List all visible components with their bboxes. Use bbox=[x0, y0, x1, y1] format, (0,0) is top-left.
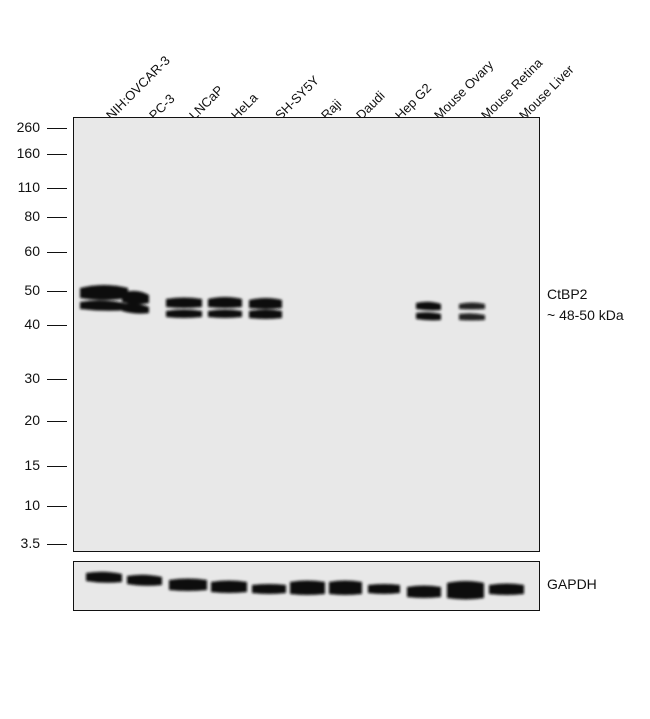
band-hela bbox=[208, 297, 242, 318]
target-size-label: ~ 48-50 kDa bbox=[547, 307, 624, 323]
loading-control-label: GAPDH bbox=[547, 576, 597, 592]
mw-tick-110 bbox=[47, 188, 67, 190]
gapdh-band-6 bbox=[290, 580, 325, 595]
band-sh-sy5y bbox=[249, 298, 282, 319]
ctbp2-blot-image bbox=[80, 285, 485, 321]
mw-label-260: 260 bbox=[16, 119, 40, 135]
mw-label-110: 110 bbox=[17, 179, 40, 195]
gapdh-band-8 bbox=[368, 584, 400, 594]
gapdh-band-7 bbox=[329, 580, 362, 595]
mw-tick-20 bbox=[47, 421, 67, 423]
mw-label-160: 160 bbox=[16, 145, 40, 161]
mw-tick-260 bbox=[47, 128, 67, 130]
gapdh-band-10 bbox=[447, 581, 484, 600]
mw-label-40: 40 bbox=[24, 316, 40, 332]
mw-label-30: 30 bbox=[24, 370, 40, 386]
mw-tick-80 bbox=[47, 217, 67, 219]
mw-tick-10 bbox=[47, 506, 67, 508]
gapdh-band-9 bbox=[407, 585, 441, 598]
mw-label-20: 20 bbox=[24, 412, 40, 428]
ctbp2-blot-panel bbox=[73, 117, 540, 552]
gapdh-band-11 bbox=[489, 583, 524, 595]
target-protein-label: CtBP2 bbox=[547, 286, 588, 302]
band-nih-ovcar-3 bbox=[80, 285, 128, 311]
mw-label-60: 60 bbox=[24, 243, 40, 259]
gapdh-band-4 bbox=[211, 580, 247, 593]
mw-label-3-5: 3.5 bbox=[20, 535, 40, 551]
mw-tick-60 bbox=[47, 252, 67, 254]
band-pc-3 bbox=[122, 290, 149, 314]
mw-tick-50 bbox=[47, 291, 67, 293]
mw-tick-40 bbox=[47, 325, 67, 327]
mw-label-80: 80 bbox=[24, 208, 40, 224]
gapdh-band-2 bbox=[127, 574, 162, 586]
mw-tick-3-5 bbox=[47, 544, 67, 546]
mw-label-10: 10 bbox=[24, 497, 40, 513]
lane-label-sh-sy5y: SH-SY5Y bbox=[272, 72, 322, 123]
mw-label-15: 15 bbox=[24, 457, 40, 473]
gapdh-band-3 bbox=[169, 578, 207, 591]
gapdh-band-5 bbox=[252, 584, 286, 594]
gapdh-blot-panel bbox=[73, 561, 540, 611]
band-mouse-retina bbox=[459, 302, 485, 321]
band-lncap bbox=[166, 297, 202, 318]
mw-tick-30 bbox=[47, 379, 67, 381]
band-mouse-ovary bbox=[416, 301, 441, 321]
gapdh-blot-image bbox=[86, 571, 524, 600]
gapdh-band-1 bbox=[86, 571, 122, 583]
mw-label-50: 50 bbox=[24, 282, 40, 298]
mw-tick-160 bbox=[47, 154, 67, 156]
mw-tick-15 bbox=[47, 466, 67, 468]
